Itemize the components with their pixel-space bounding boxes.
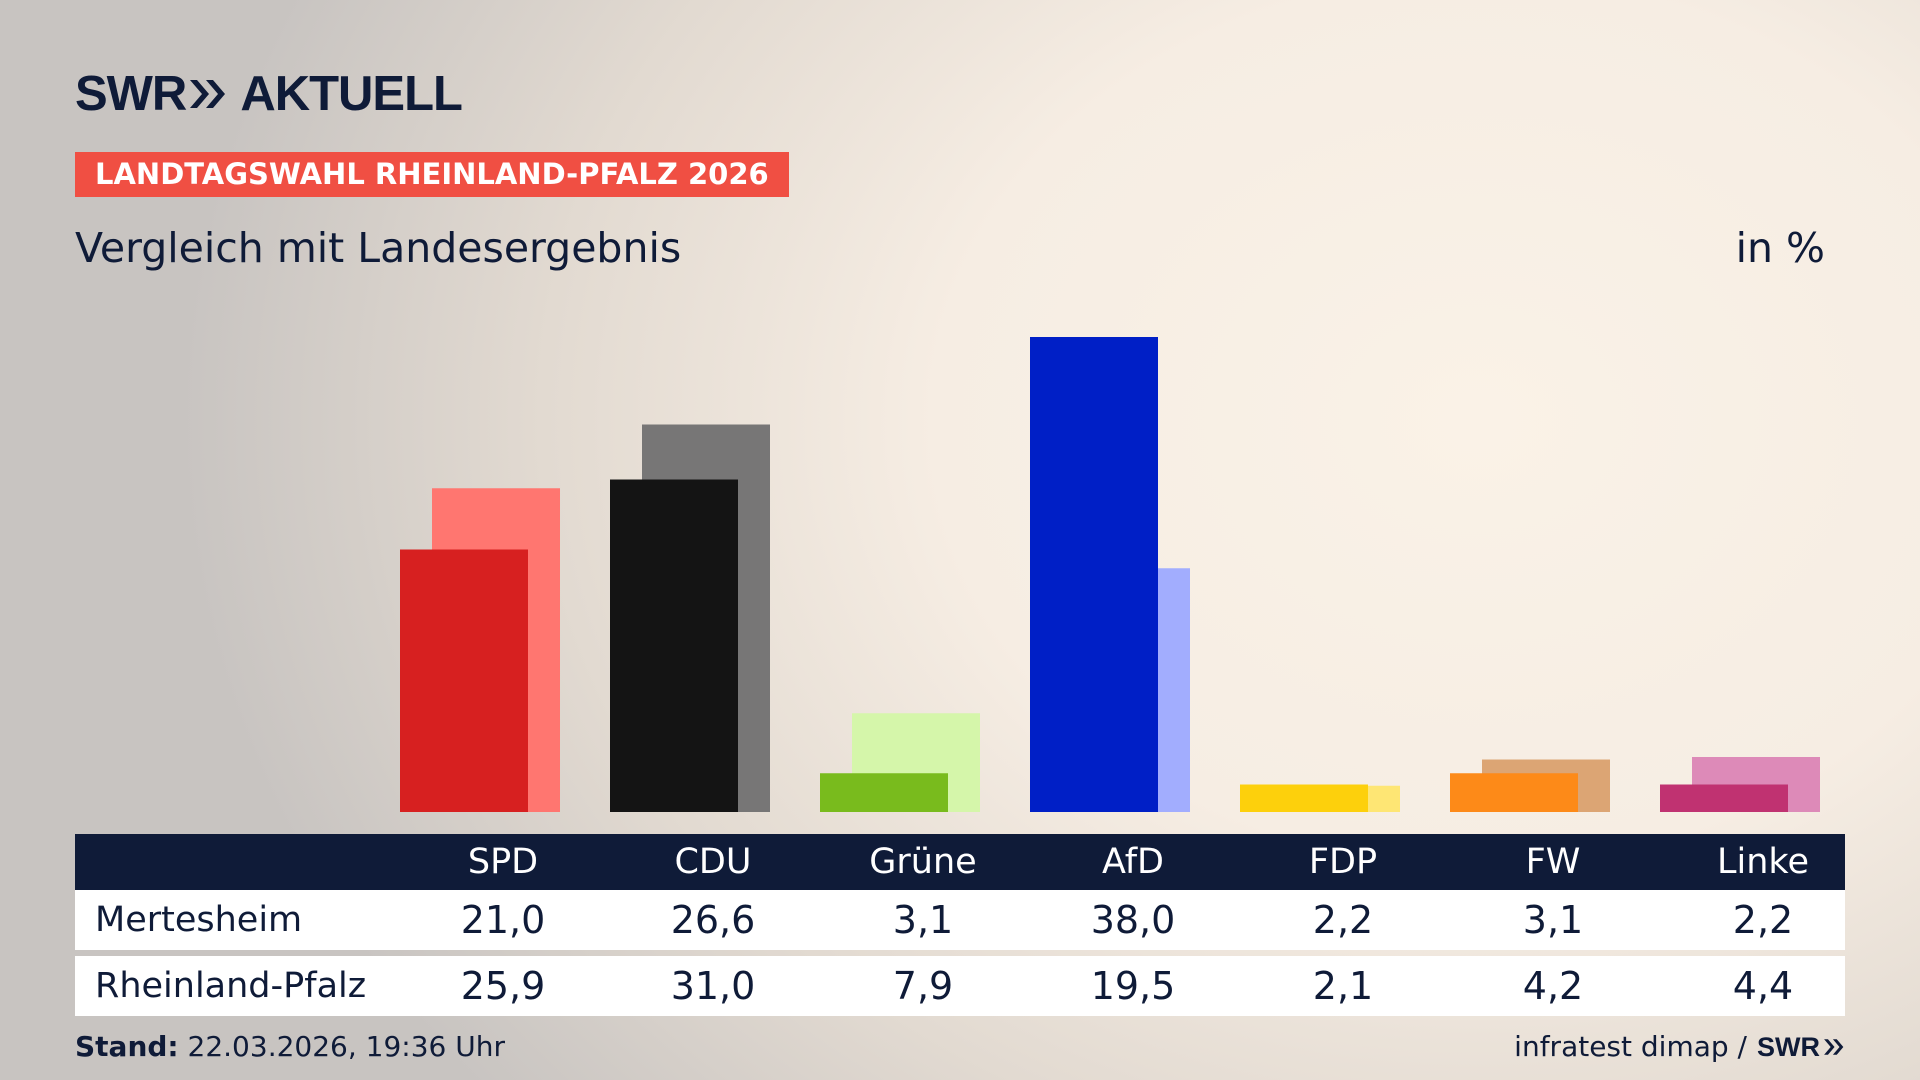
value-mertesheim-fw: 3,1	[1522, 898, 1584, 942]
source-credit: infratest dimap / SWR	[1514, 1030, 1845, 1064]
value-rlp-afd: 19,5	[1090, 964, 1176, 1008]
party-header-gruene: Grüne	[869, 842, 977, 882]
table-row-rheinland-pfalz: Rheinland-Pfalz 25,9 31,0 7,9 19,5 2,1 4…	[75, 956, 1845, 1016]
bar-mertesheim-cdu	[610, 479, 738, 812]
logo-aktuell-text: AKTUELL	[240, 67, 463, 121]
logo-swr-text: SWR	[75, 67, 187, 121]
double-chevron-right-icon	[190, 80, 226, 108]
value-rlp-fw: 4,2	[1522, 964, 1584, 1008]
value-rlp-cdu: 31,0	[670, 964, 756, 1008]
results-table: SPD CDU Grüne AfD FDP FW Linke Merteshei…	[75, 834, 1845, 1016]
value-mertesheim-cdu: 26,6	[670, 898, 756, 942]
party-header-afd: AfD	[1102, 842, 1164, 882]
party-header-cdu: CDU	[674, 842, 752, 882]
value-mertesheim-spd: 21,0	[460, 898, 546, 942]
stand-value: 22.03.2026, 19:36 Uhr	[187, 1030, 505, 1063]
bar-mertesheim-afd	[1030, 337, 1158, 812]
double-chevron-right-icon	[1824, 1039, 1844, 1055]
stand-label: Stand:	[75, 1030, 179, 1063]
value-mertesheim-afd: 38,0	[1090, 898, 1176, 942]
bar-mertesheim-fw	[1450, 773, 1578, 812]
party-header-fw: FW	[1525, 842, 1581, 882]
value-rlp-linke: 4,4	[1732, 964, 1794, 1008]
row-label-rheinland-pfalz: Rheinland-Pfalz	[95, 966, 367, 1006]
swr-aktuell-logo: SWR AKTUELL	[75, 64, 463, 124]
bar-mertesheim-spd	[400, 549, 528, 812]
chart-subtitle: Vergleich mit Landesergebnis	[75, 224, 682, 272]
value-rlp-spd: 25,9	[460, 964, 546, 1008]
party-header-fdp: FDP	[1308, 842, 1378, 882]
bar-chart	[400, 337, 1820, 812]
source-text: infratest dimap /	[1514, 1030, 1747, 1063]
row-label-mertesheim: Mertesheim	[95, 900, 303, 940]
party-header-spd: SPD	[467, 842, 539, 882]
value-rlp-fdp: 2,1	[1312, 964, 1374, 1008]
value-rlp-gruene: 7,9	[892, 964, 954, 1008]
bar-mertesheim-gruene	[820, 773, 948, 812]
table-header-row: SPD CDU Grüne AfD FDP FW Linke	[75, 834, 1845, 890]
bar-mertesheim-fdp	[1240, 784, 1368, 812]
timestamp: Stand: 22.03.2026, 19:36 Uhr	[75, 1030, 505, 1064]
unit-label: in %	[1735, 224, 1825, 272]
election-tag: LANDTAGSWAHL RHEINLAND-PFALZ 2026	[75, 152, 789, 197]
party-header-linke: Linke	[1717, 842, 1809, 882]
source-swr-logo-text: SWR	[1757, 1032, 1820, 1062]
table-row-mertesheim: Mertesheim 21,0 26,6 3,1 38,0 2,2 3,1 2,…	[75, 890, 1845, 950]
value-mertesheim-gruene: 3,1	[892, 898, 954, 942]
value-mertesheim-linke: 2,2	[1732, 898, 1794, 942]
value-mertesheim-fdp: 2,2	[1312, 898, 1374, 942]
bar-mertesheim-linke	[1660, 784, 1788, 812]
